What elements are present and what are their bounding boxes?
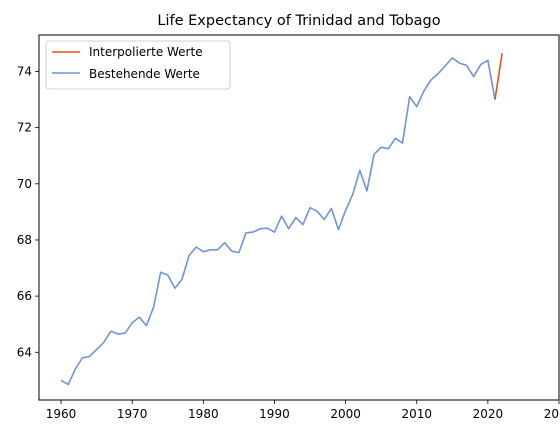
x-tick-label: 1980 — [188, 407, 219, 421]
x-tick-label: 1960 — [46, 407, 77, 421]
y-tick-label: 72 — [17, 121, 32, 135]
x-tick-label: 2020 — [473, 407, 504, 421]
y-tick-label: 74 — [17, 65, 32, 79]
legend-box — [45, 40, 231, 90]
y-tick-label: 70 — [17, 177, 32, 191]
plot-frame — [38, 34, 560, 401]
y-tick-label: 66 — [17, 289, 32, 303]
series-line-existing — [60, 57, 496, 386]
legend-label-interpolated: Interpolierte Werte — [89, 45, 203, 59]
x-tick-label: 1970 — [117, 407, 148, 421]
x-tick-label: 2030 — [544, 407, 560, 421]
y-tick-label: 64 — [17, 345, 32, 359]
x-tick-label: 2010 — [401, 407, 432, 421]
series-lines — [60, 53, 503, 386]
chart-title: Life Expectancy of Trinidad and Tobago — [157, 13, 440, 29]
y-axis: 64 66 68 70 72 74 — [17, 65, 39, 359]
legend-label-existing: Bestehende Werte — [89, 67, 200, 81]
y-tick-label: 68 — [17, 233, 32, 247]
legend: Interpolierte Werte Bestehende Werte — [45, 40, 231, 90]
x-tick-label: 2000 — [330, 407, 361, 421]
x-tick-label: 1990 — [259, 407, 290, 421]
x-axis: 1960 1970 1980 1990 2000 2010 2020 2030 — [46, 400, 560, 421]
plot-area: 1960 1970 1980 1990 2000 2010 2020 2030 64 66 68 7… — [17, 34, 560, 421]
series-line-interpolated — [494, 53, 503, 100]
